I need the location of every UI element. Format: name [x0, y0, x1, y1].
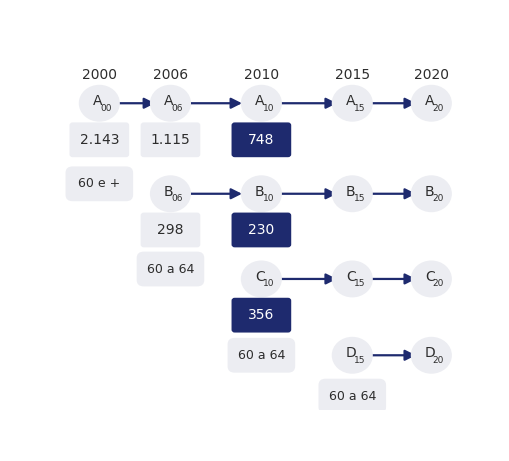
Text: B: B: [254, 184, 264, 199]
Text: 20: 20: [432, 104, 443, 112]
Text: 00: 00: [100, 104, 112, 112]
Circle shape: [240, 85, 281, 122]
Text: C: C: [254, 270, 264, 284]
Circle shape: [150, 85, 191, 122]
FancyBboxPatch shape: [65, 166, 133, 201]
Text: 06: 06: [172, 194, 183, 203]
Text: 2015: 2015: [334, 68, 369, 82]
Text: 60 e +: 60 e +: [78, 177, 120, 190]
Text: A: A: [345, 94, 355, 108]
Text: 10: 10: [262, 194, 274, 203]
Text: 2.143: 2.143: [79, 133, 119, 147]
FancyBboxPatch shape: [140, 123, 200, 157]
Text: 60 a 64: 60 a 64: [237, 349, 285, 362]
Text: 15: 15: [353, 104, 364, 112]
Circle shape: [331, 260, 372, 297]
Text: 10: 10: [262, 279, 274, 289]
Text: 60 a 64: 60 a 64: [147, 262, 194, 276]
Text: 10: 10: [262, 104, 274, 112]
Circle shape: [331, 175, 372, 212]
Text: 06: 06: [172, 104, 183, 112]
FancyBboxPatch shape: [136, 252, 204, 286]
Text: 2020: 2020: [413, 68, 448, 82]
Circle shape: [240, 260, 281, 297]
Text: D: D: [423, 346, 434, 360]
Circle shape: [240, 175, 281, 212]
Text: 1.115: 1.115: [150, 133, 190, 147]
Text: 2000: 2000: [81, 68, 117, 82]
Circle shape: [150, 175, 191, 212]
Text: B: B: [424, 184, 434, 199]
Text: 20: 20: [432, 356, 443, 365]
Text: B: B: [345, 184, 355, 199]
FancyBboxPatch shape: [231, 123, 291, 157]
Circle shape: [410, 260, 451, 297]
Text: A: A: [164, 94, 173, 108]
Text: 15: 15: [353, 279, 364, 289]
Text: 230: 230: [248, 223, 274, 237]
Text: 748: 748: [248, 133, 274, 147]
Circle shape: [331, 337, 372, 374]
Circle shape: [410, 337, 451, 374]
Text: 15: 15: [353, 356, 364, 365]
FancyBboxPatch shape: [231, 213, 291, 248]
Text: A: A: [254, 94, 264, 108]
Text: 15: 15: [353, 194, 364, 203]
Text: 2010: 2010: [243, 68, 278, 82]
Text: 298: 298: [157, 223, 183, 237]
Circle shape: [331, 85, 372, 122]
Text: B: B: [164, 184, 174, 199]
Text: 20: 20: [432, 279, 443, 289]
Text: C: C: [345, 270, 355, 284]
FancyBboxPatch shape: [318, 378, 385, 414]
Circle shape: [410, 175, 451, 212]
Text: 356: 356: [248, 308, 274, 322]
Text: C: C: [424, 270, 434, 284]
FancyBboxPatch shape: [140, 213, 200, 248]
Circle shape: [410, 85, 451, 122]
Text: 20: 20: [432, 194, 443, 203]
FancyBboxPatch shape: [227, 338, 295, 372]
Circle shape: [78, 85, 120, 122]
Text: 60 a 64: 60 a 64: [328, 390, 375, 402]
Text: A: A: [424, 94, 434, 108]
Text: A: A: [93, 94, 102, 108]
Text: D: D: [345, 346, 355, 360]
Text: 2006: 2006: [153, 68, 188, 82]
FancyBboxPatch shape: [231, 298, 291, 332]
FancyBboxPatch shape: [69, 123, 129, 157]
